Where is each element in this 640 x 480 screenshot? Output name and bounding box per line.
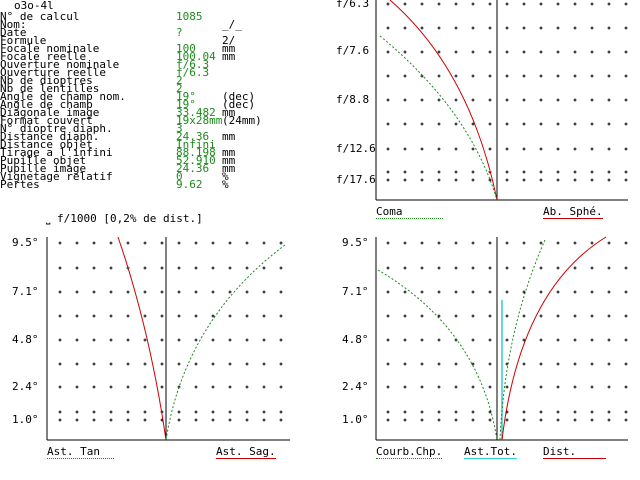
param-value: 2: [176, 82, 183, 95]
param-unit: mm: [222, 130, 236, 143]
param-label: Vignetage relatif: [0, 170, 113, 183]
param-value: 3: [176, 122, 183, 135]
scale-note-text: f/1000 [0,2% de dist.]: [57, 212, 203, 225]
y-axis-label: 2.4°: [342, 380, 369, 393]
tangential-astigmatism-curve: [117, 236, 167, 441]
param-value: 19°: [176, 98, 196, 111]
param-value: f/6.3: [176, 66, 210, 79]
sagittal-astigmatism-curve: [165, 244, 286, 441]
scale-note: ⎵ f/1000 [0,2% de dist.]: [46, 212, 203, 226]
y-axis-label: f/12.6: [336, 142, 376, 155]
param-label: N° de calcul: [0, 10, 80, 23]
param-label: Tirage a l'infini: [0, 146, 113, 159]
param-unit: mm: [222, 154, 236, 167]
field-curvature-legend: Courb.Chp.: [376, 445, 443, 459]
param-unit: mm: [222, 162, 236, 175]
spherical-aberration-legend: Ab. Sphé.: [543, 205, 603, 219]
param-value: f/6.3: [176, 58, 210, 71]
param-label: Distance diaph.: [0, 130, 100, 143]
param-unit: mm: [222, 146, 236, 159]
param-label: Pertes: [0, 178, 40, 191]
param-label: Angle de champ: [0, 98, 93, 111]
param-label: Format couvert: [0, 114, 93, 127]
y-axis-label: 9.5°: [12, 236, 39, 249]
param-label: Nb de lentilles: [0, 82, 100, 95]
param-unit: (24mm): [222, 114, 262, 127]
program-title: o3o-4l: [14, 0, 54, 12]
param-value: 100.04: [176, 50, 216, 63]
param-value: 9.62: [176, 178, 203, 191]
param-label: Ouverture nominale: [0, 58, 120, 71]
distortion-curve: [501, 236, 607, 441]
param-label: Pupille objet: [0, 154, 87, 167]
param-label: Nom:: [0, 18, 27, 31]
total-astigmatism-legend: Ast.Tot.: [464, 445, 517, 459]
y-axis-label: 7.1°: [12, 285, 39, 298]
param-value: 2: [176, 74, 183, 87]
y-axis-label: 7.1°: [342, 285, 369, 298]
param-value: 19x28mm: [176, 114, 223, 127]
y-axis-label: 1.0°: [12, 413, 39, 426]
param-label: Focale reelle: [0, 50, 87, 63]
param-unit: mm: [222, 106, 236, 119]
param-label: Date: [0, 26, 27, 39]
y-axis-label: f/17.6: [336, 173, 376, 186]
param-unit: 2/: [222, 34, 236, 47]
param-label: Distance objet: [0, 138, 93, 151]
param-unit: mm: [222, 50, 236, 63]
param-value: 52.910: [176, 154, 216, 167]
param-unit: mm: [222, 42, 236, 55]
param-value: 0: [176, 170, 183, 183]
param-unit: %: [222, 170, 229, 183]
param-unit: (dec): [222, 90, 256, 103]
param-value: 24.36: [176, 130, 210, 143]
y-axis-label: f/8.8: [336, 93, 370, 106]
param-value: ?: [176, 26, 183, 39]
param-label: Ouverture reelle: [0, 66, 106, 79]
distortion-legend: Dist.: [543, 445, 607, 459]
coma-curve: [379, 35, 498, 201]
spherical-aberration-curve: [389, 0, 498, 201]
param-value: Infini: [176, 138, 216, 151]
field-curvature-curve-left: [377, 269, 498, 441]
param-value: 1085: [176, 10, 203, 23]
param-label: Diagonale image: [0, 106, 100, 119]
param-unit: _/_: [222, 18, 242, 31]
coma-legend: Coma: [376, 205, 443, 219]
param-label: Nb de dioptres: [0, 74, 93, 87]
y-axis-label: 4.8°: [342, 333, 369, 346]
y-axis-label: 2.4°: [12, 380, 39, 393]
param-value: 33.482: [176, 106, 216, 119]
param-unit: (dec): [222, 98, 256, 111]
param-label: N° dioptre diaph.: [0, 122, 113, 135]
y-axis-label: f/7.6: [336, 44, 370, 57]
scale-bar-icon: ⎵: [46, 212, 51, 225]
param-label: Angle de champ nom.: [0, 90, 126, 103]
y-axis-label: 1.0°: [342, 413, 369, 426]
tangential-astigmatism-legend: Ast. Tan: [47, 445, 114, 459]
y-axis-label: 9.5°: [342, 236, 369, 249]
field-curvature-curve-right: [499, 239, 546, 441]
param-label: Pupille image: [0, 162, 87, 175]
sagittal-astigmatism-legend: Ast. Sag.: [216, 445, 276, 459]
param-value: 100: [176, 42, 196, 55]
param-label: Focale nominale: [0, 42, 100, 55]
param-label: Formule: [0, 34, 47, 47]
param-unit: %: [222, 178, 229, 191]
param-value: 24.36: [176, 162, 210, 175]
y-axis-label: f/6.3: [336, 0, 370, 10]
y-axis-label: 4.8°: [12, 333, 39, 346]
param-value: 88.198: [176, 146, 216, 159]
param-value: 19°: [176, 90, 196, 103]
